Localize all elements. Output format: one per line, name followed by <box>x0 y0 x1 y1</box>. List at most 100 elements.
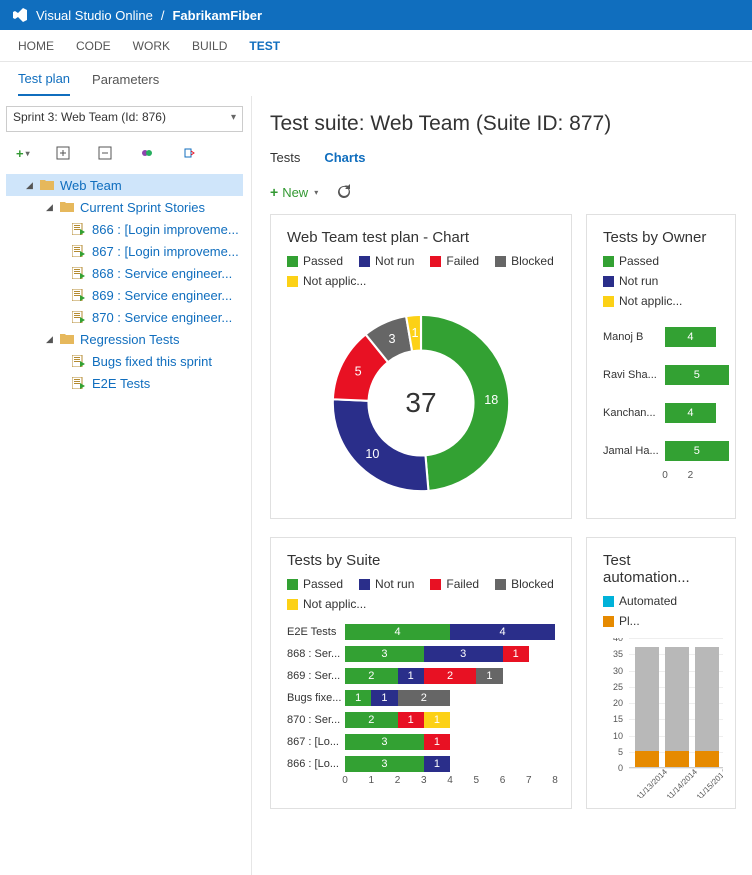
svg-text:18: 18 <box>484 393 498 407</box>
tree-label: Current Sprint Stories <box>80 200 205 215</box>
suite-row: E2E Tests44 <box>287 621 555 643</box>
subnav-test-plan[interactable]: Test plan <box>18 63 70 96</box>
test-icon <box>72 289 86 301</box>
donut-center: 37 <box>405 387 436 419</box>
tab-charts[interactable]: Charts <box>324 150 365 169</box>
vs-logo-icon <box>12 7 28 23</box>
tree-item[interactable]: 867 : [Login improveme... <box>6 240 243 262</box>
folder-icon <box>60 333 74 345</box>
tree-label: Bugs fixed this sprint <box>92 354 212 369</box>
owner-row: Ravi Sha...5 <box>603 356 719 394</box>
legend-item: Not run <box>603 274 658 288</box>
tree-label: 868 : Service engineer... <box>92 266 232 281</box>
suite-row: 868 : Ser...331 <box>287 643 555 665</box>
tree-label: Web Team <box>60 178 122 193</box>
refresh-icon[interactable] <box>336 184 352 200</box>
test-icon <box>72 311 86 323</box>
owner-row: Manoj B4 <box>603 318 719 356</box>
tree-label: 866 : [Login improveme... <box>92 222 239 237</box>
tree-label: 869 : Service engineer... <box>92 288 232 303</box>
tree-item[interactable]: ◢Current Sprint Stories <box>6 196 243 218</box>
tree: ◢Web Team◢Current Sprint Stories 866 : [L… <box>6 174 243 394</box>
test-icon <box>72 223 86 235</box>
chart-donut: Web Team test plan - Chart Passed Not run… <box>270 214 572 519</box>
test-icon <box>72 267 86 279</box>
folder-icon <box>40 179 54 191</box>
content-pane: Test suite: Web Team (Suite ID: 877) Tes… <box>252 96 752 875</box>
test-icon <box>72 377 86 389</box>
svg-text:5: 5 <box>355 365 362 379</box>
top-bar: Visual Studio Online / FabrikamFiber <box>0 0 752 30</box>
tree-item[interactable]: Bugs fixed this sprint <box>6 350 243 372</box>
nav-work[interactable]: WORK <box>133 31 170 61</box>
add-button[interactable]: + <box>16 146 30 161</box>
folder-icon <box>60 201 74 213</box>
sub-nav: Test plan Parameters <box>0 62 752 96</box>
donut-title: Web Team test plan - Chart <box>287 229 555 246</box>
legend-item: Passed <box>287 577 343 591</box>
content-tabs: Tests Charts <box>270 150 752 170</box>
tree-label: E2E Tests <box>92 376 150 391</box>
export-icon[interactable] <box>180 144 198 162</box>
tab-tests[interactable]: Tests <box>270 150 300 169</box>
sidebar: Sprint 3: Web Team (Id: 876) + ◢Web Team… <box>0 96 252 875</box>
tree-item[interactable]: 868 : Service engineer... <box>6 262 243 284</box>
nav-test[interactable]: TEST <box>249 31 280 61</box>
suite-row: 869 : Ser...2121 <box>287 665 555 687</box>
tree-item[interactable]: ◢Web Team <box>6 174 243 196</box>
suite-row: 867 : [Lo...31 <box>287 731 555 753</box>
legend-item: Not applic... <box>287 274 366 288</box>
suite-row: 866 : [Lo...31 <box>287 753 555 775</box>
suite-row: 870 : Ser...211 <box>287 709 555 731</box>
tree-label: 870 : Service engineer... <box>92 310 232 325</box>
content-toolbar: + New <box>270 180 752 214</box>
nav-build[interactable]: BUILD <box>192 31 227 61</box>
owner-title: Tests by Owner <box>603 229 719 246</box>
auto-title: Test automation... <box>603 552 719 586</box>
test-icon <box>72 355 86 367</box>
product-name[interactable]: Visual Studio Online <box>36 8 153 23</box>
suite-row: Bugs fixe...112 <box>287 687 555 709</box>
tree-label: Regression Tests <box>80 332 179 347</box>
owner-row: Jamal Ha...5 <box>603 432 719 470</box>
new-label: New <box>282 185 308 200</box>
suite-title: Tests by Suite <box>287 552 555 569</box>
svg-text:10: 10 <box>365 447 379 461</box>
legend-item: Failed <box>430 254 479 268</box>
tree-item[interactable]: 869 : Service engineer... <box>6 284 243 306</box>
legend-item: Not run <box>359 577 414 591</box>
chart-owner: Tests by Owner PassedNot runNot applic..… <box>586 214 736 519</box>
svg-text:1: 1 <box>412 326 419 340</box>
legend-item: Blocked <box>495 577 554 591</box>
nav-home[interactable]: HOME <box>18 31 54 61</box>
legend-item: Automated <box>603 594 677 608</box>
tree-item[interactable]: 870 : Service engineer... <box>6 306 243 328</box>
expand-icon[interactable] <box>54 144 72 162</box>
chart-automation: Test automation... AutomatedPl... 051015… <box>586 537 736 809</box>
legend-item: Pl... <box>603 614 640 628</box>
sprint-dropdown[interactable]: Sprint 3: Web Team (Id: 876) <box>6 106 243 132</box>
sprint-label: Sprint 3: Web Team (Id: 876) <box>13 110 166 124</box>
sidebar-toolbar: + <box>6 132 243 170</box>
svg-text:3: 3 <box>389 332 396 346</box>
legend-item: Not applic... <box>287 597 366 611</box>
subnav-parameters[interactable]: Parameters <box>92 64 159 95</box>
tree-item[interactable]: E2E Tests <box>6 372 243 394</box>
clone-icon[interactable] <box>138 144 156 162</box>
legend-item: Passed <box>287 254 343 268</box>
page-title: Test suite: Web Team (Suite ID: 877) <box>270 112 752 136</box>
legend-item: Not applic... <box>603 294 682 308</box>
owner-row: Kanchan...4 <box>603 394 719 432</box>
plus-icon: + <box>270 184 278 200</box>
tree-item[interactable]: ◢Regression Tests <box>6 328 243 350</box>
tree-label: 867 : [Login improveme... <box>92 244 239 259</box>
nav-code[interactable]: CODE <box>76 31 111 61</box>
new-button[interactable]: + New <box>270 184 318 200</box>
collapse-icon[interactable] <box>96 144 114 162</box>
tree-item[interactable]: 866 : [Login improveme... <box>6 218 243 240</box>
legend-item: Failed <box>430 577 479 591</box>
chart-suite: Tests by Suite Passed Not run Failed Blocke… <box>270 537 572 809</box>
test-icon <box>72 245 86 257</box>
legend-item: Not run <box>359 254 414 268</box>
project-name[interactable]: FabrikamFiber <box>172 8 262 23</box>
